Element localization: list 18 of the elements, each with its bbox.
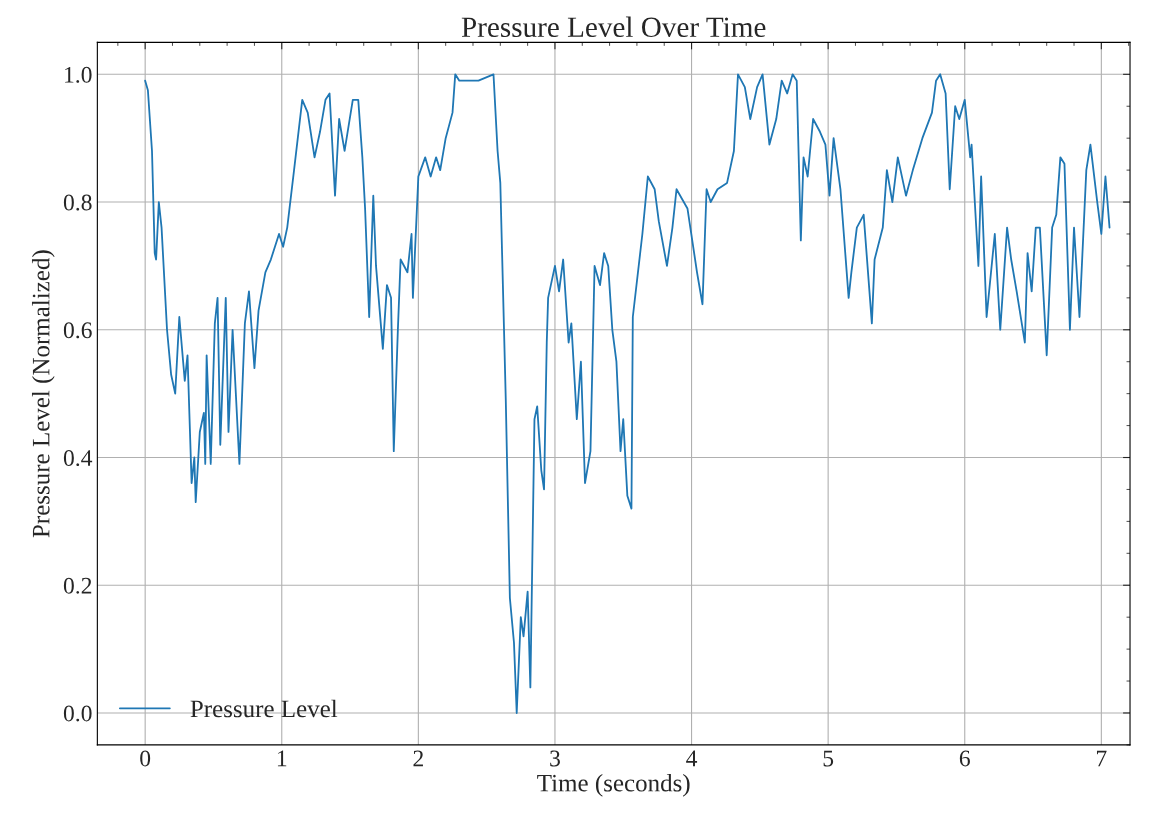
- y-tick-label: 0.0: [63, 705, 92, 722]
- y-tick-label: 1.0: [65, 66, 92, 83]
- y-tick-label: 0.4: [63, 450, 93, 467]
- x-tick-label: 0: [140, 750, 151, 767]
- legend-label: Pressure Level: [190, 699, 338, 718]
- y-tick-label: 0.8: [63, 194, 92, 211]
- x-tick-label: 1: [277, 750, 287, 767]
- y-axis-title: Pressure Level (Normalized): [31, 250, 55, 538]
- y-tick-label: 0.2: [63, 577, 92, 594]
- x-tick-label: 5: [823, 750, 834, 767]
- x-axis-title: Time (seconds): [537, 773, 690, 797]
- x-tick-label: 4: [686, 750, 698, 767]
- chart-title: Pressure Level Over Time: [461, 16, 766, 38]
- x-tick-label: 7: [1096, 750, 1107, 767]
- x-tick-label: 3: [550, 750, 560, 767]
- x-tick-label: 6: [959, 750, 970, 767]
- x-tick-label: 2: [413, 750, 423, 767]
- y-tick-label: 0.6: [63, 322, 92, 339]
